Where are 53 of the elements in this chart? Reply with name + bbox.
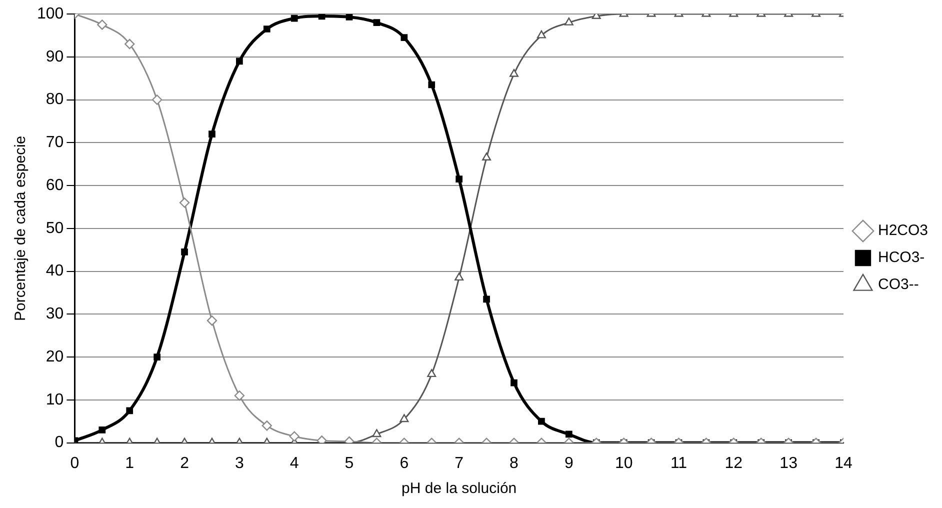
x-tick-label: 6 (400, 454, 409, 472)
point (372, 429, 382, 438)
x-axis-title: pH de la solución (402, 480, 517, 498)
y-tick-label: 80 (46, 91, 64, 108)
x-tick-label: 8 (510, 454, 519, 472)
point (152, 94, 162, 105)
point (179, 198, 190, 208)
point (483, 296, 490, 303)
x-tick-label: 13 (780, 454, 798, 472)
x-tick-label: 10 (614, 454, 633, 472)
legend-label: CO3-- (878, 276, 919, 294)
point (482, 152, 492, 160)
x-tick-label: 4 (290, 454, 299, 472)
x-tick-label: 7 (454, 454, 464, 472)
x-tick-label: 11 (670, 454, 688, 472)
point (236, 58, 243, 65)
y-tick-label: 20 (46, 348, 64, 366)
x-tick-label: 1 (125, 454, 134, 472)
x-tick-label: 14 (834, 454, 852, 472)
point (208, 130, 216, 138)
point (373, 19, 380, 26)
x-tick-label: 0 (70, 454, 80, 472)
point (454, 272, 464, 281)
legend-label: HCO3- (878, 249, 925, 266)
point (181, 248, 188, 256)
point (427, 369, 436, 378)
y-tick-label: 0 (54, 434, 64, 452)
point (263, 26, 270, 32)
point (400, 414, 409, 422)
point (428, 81, 436, 88)
x-tick-label: 3 (234, 454, 244, 472)
point (346, 14, 353, 20)
y-tick-label: 100 (36, 5, 64, 22)
x-tick-label: 5 (344, 454, 354, 472)
y-tick-label: 10 (46, 391, 64, 408)
point (206, 315, 218, 326)
point (290, 14, 298, 22)
point (318, 14, 326, 20)
point (124, 38, 135, 50)
y-tick-label: 30 (46, 306, 64, 323)
y-tick-label: 50 (46, 220, 64, 237)
y-axis-title: Porcentaje de cada especie (12, 136, 30, 321)
y-tick-label: 40 (46, 262, 64, 280)
x-tick-label: 12 (724, 454, 743, 472)
legend-label: H2CO3 (878, 222, 928, 240)
point (97, 20, 108, 30)
y-tick-label: 70 (46, 134, 64, 152)
point (400, 34, 408, 42)
x-tick-label: 2 (180, 454, 190, 472)
x-tick-label: 9 (564, 454, 574, 472)
y-tick-label: 60 (46, 176, 64, 194)
y-tick-label: 90 (46, 48, 64, 66)
point (456, 176, 463, 183)
